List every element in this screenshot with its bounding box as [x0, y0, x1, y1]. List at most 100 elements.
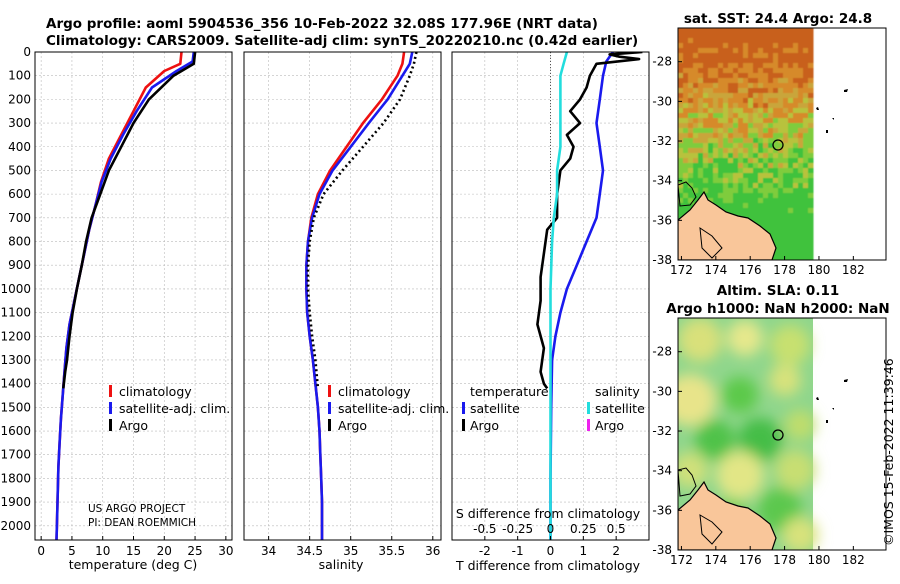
sst-cell — [708, 68, 714, 74]
sst-cell — [808, 253, 814, 259]
sst-cell — [738, 213, 744, 219]
sst-cell — [698, 48, 704, 54]
sst-cell — [798, 248, 804, 254]
y-tick-label: 1000 — [0, 282, 31, 296]
sst-cell — [683, 83, 689, 89]
sst-cell — [798, 113, 804, 119]
sst-cell — [763, 63, 769, 69]
sst-cell — [788, 163, 794, 169]
sst-cell — [758, 113, 764, 119]
sst-cell — [783, 128, 789, 134]
sst-cell — [758, 153, 764, 159]
sst-cell — [733, 123, 739, 129]
sst-cell — [803, 193, 809, 199]
x-tick-label: 5 — [68, 544, 76, 558]
sst-cell — [698, 143, 704, 149]
sst-cell — [693, 53, 699, 59]
sst-cell — [728, 88, 734, 94]
sst-cell — [728, 118, 734, 124]
sst-cell — [688, 33, 694, 39]
sla-coastline-bay — [699, 514, 723, 545]
sst-cell — [768, 58, 774, 64]
sst-cell — [718, 153, 724, 159]
sla-anomaly-blob — [722, 377, 758, 413]
sst-cell — [693, 88, 699, 94]
sst-cell — [798, 223, 804, 229]
sst-cell — [803, 243, 809, 249]
sst-cell — [723, 88, 729, 94]
sst-cell — [708, 53, 714, 59]
sst-cell — [788, 123, 794, 129]
sst-cell — [783, 103, 789, 109]
sst-cell — [678, 153, 684, 159]
sst-cell — [738, 123, 744, 129]
sst-cell — [678, 183, 684, 189]
sst-cell — [783, 228, 789, 234]
sst-cell — [728, 53, 734, 59]
sst-cell — [698, 43, 704, 49]
sst-cell — [773, 168, 779, 174]
sst-cell — [688, 78, 694, 84]
sst-cell — [743, 33, 749, 39]
sst-cell — [778, 228, 784, 234]
sst-cell — [723, 153, 729, 159]
sst-cell — [798, 243, 804, 249]
sst-cell — [738, 143, 744, 149]
sst-cell — [763, 68, 769, 74]
sst-cell — [698, 28, 704, 34]
sst-cell — [748, 213, 754, 219]
sst-cell — [773, 133, 779, 139]
sst-cell — [798, 98, 804, 104]
salinity-legend: climatology satellite-adj. clim. Argo — [328, 384, 449, 433]
sst-cell — [808, 113, 814, 119]
sst-cell — [703, 163, 709, 169]
sst-cell — [808, 188, 814, 194]
sst-cell — [783, 243, 789, 249]
sst-cell — [773, 118, 779, 124]
sst-cell — [683, 103, 689, 109]
sst-cell — [763, 118, 769, 124]
sst-cell — [808, 88, 814, 94]
sst-cell — [738, 58, 744, 64]
sst-cell — [778, 108, 784, 114]
sst-cell — [678, 98, 684, 104]
sst-cell — [738, 48, 744, 54]
sst-cell — [718, 148, 724, 154]
sst-cell — [698, 158, 704, 164]
sst-cell — [748, 173, 754, 179]
sst-cell — [768, 158, 774, 164]
sst-cell — [778, 158, 784, 164]
sst-cell — [678, 68, 684, 74]
sst-cell — [738, 208, 744, 214]
sst-cell — [753, 53, 759, 59]
sst-cell — [713, 173, 719, 179]
sst-cell — [728, 38, 734, 44]
sst-cell — [708, 143, 714, 149]
sst-cell — [728, 78, 734, 84]
sst-cell — [708, 198, 714, 204]
sst-cell — [708, 153, 714, 159]
legend-swatch-argo — [328, 419, 331, 431]
sst-cell — [793, 158, 799, 164]
sst-cell — [738, 198, 744, 204]
x-tick-label: 0 — [547, 544, 555, 558]
sla-map-frame — [677, 317, 887, 551]
sst-cell — [683, 163, 689, 169]
sst-cell — [738, 83, 744, 89]
sst-cell — [748, 168, 754, 174]
sst-cell — [683, 128, 689, 134]
legend-swatch-climatology — [328, 385, 331, 397]
sst-cell — [793, 143, 799, 149]
sst-cell — [693, 183, 699, 189]
sst-cell — [728, 208, 734, 214]
sst-cell — [738, 118, 744, 124]
sst-cell — [783, 118, 789, 124]
sst-cell — [733, 58, 739, 64]
sst-cell — [683, 63, 689, 69]
sst-cell — [783, 88, 789, 94]
sst-cell — [778, 218, 784, 224]
sst-cell — [748, 138, 754, 144]
sst-cell — [683, 58, 689, 64]
sst-cell — [793, 88, 799, 94]
sst-cell — [778, 38, 784, 44]
